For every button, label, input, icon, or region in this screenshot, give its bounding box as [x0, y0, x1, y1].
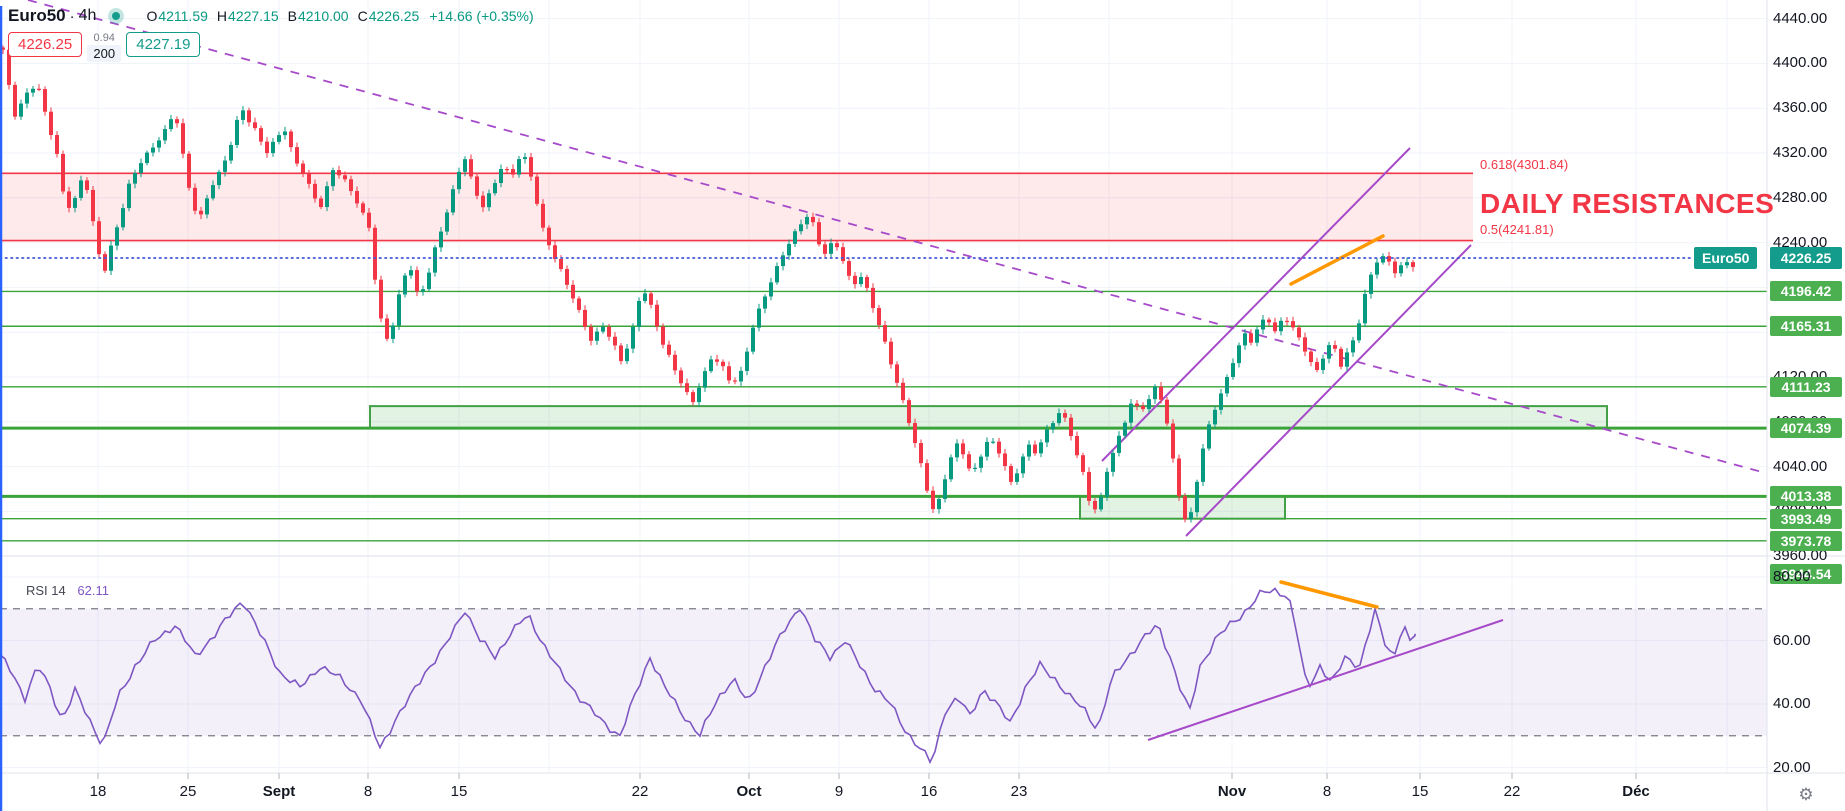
- high-value: 4227.15: [228, 8, 279, 24]
- market-status-icon[interactable]: [108, 8, 125, 24]
- quantity-field[interactable]: 200: [87, 45, 122, 62]
- time-axis-label: 18: [89, 783, 107, 800]
- settings-gear-icon[interactable]: ⚙: [1798, 785, 1814, 804]
- spread-quantity-widget: 0.94 200: [87, 32, 122, 62]
- rsi-axis-tick: 80.00: [1773, 568, 1811, 585]
- rsi-legend[interactable]: RSI 14 62.11: [26, 583, 109, 598]
- price-level-badge: 4074.39: [1770, 418, 1842, 439]
- symbol-price-line-badge[interactable]: Euro50: [1694, 247, 1758, 269]
- rsi-orange-trendline[interactable]: [1279, 580, 1379, 609]
- change-value: +14.66 (+0.35%): [429, 8, 534, 24]
- price-axis-tick: 4280.00: [1773, 188, 1828, 206]
- rsi-name: RSI: [26, 583, 48, 598]
- fib-05-label[interactable]: 0.5(4241.81): [1480, 222, 1554, 237]
- rsi-axis-tick: 20.00: [1773, 758, 1811, 776]
- rsi-value: 62.11: [77, 583, 109, 598]
- time-axis-label: 22: [631, 783, 649, 800]
- price-axis-tick: 4400.00: [1773, 54, 1828, 72]
- close-label: C: [357, 8, 368, 24]
- title-separator: ·: [69, 7, 75, 25]
- price-axis-tick: 4440.00: [1773, 9, 1828, 27]
- close-value: 4226.25: [368, 8, 420, 24]
- price-level-badge: 4196.42: [1770, 281, 1842, 302]
- rsi-length: 14: [51, 583, 66, 598]
- rsi-axis-tick: 60.00: [1773, 631, 1811, 649]
- price-orange-trendline[interactable]: [1289, 234, 1385, 286]
- order-widgets-row: 4226.25 0.94 200 4227.19: [8, 32, 534, 62]
- time-axis-label: 9: [834, 783, 844, 800]
- time-axis-label: Sept: [262, 783, 296, 800]
- price-level-badge: 4111.23: [1770, 376, 1842, 397]
- price-axis-tick: 4240.00: [1773, 233, 1828, 251]
- low-label: B: [287, 8, 297, 24]
- price-level-badge: 4165.31: [1770, 316, 1842, 337]
- time-axis-label: Oct: [736, 783, 762, 800]
- spread-value: 0.94: [93, 32, 115, 44]
- high-label: H: [216, 8, 228, 24]
- price-pane: [0, 0, 1767, 542]
- sell-price-button[interactable]: 4226.25: [8, 32, 83, 57]
- price-axis-tick: 4320.00: [1773, 144, 1828, 161]
- fib-0618-label[interactable]: 0.618(4301.84): [1480, 157, 1569, 172]
- time-axis-label: 25: [179, 783, 197, 800]
- support-zone-major[interactable]: [369, 405, 1608, 430]
- ascending-channel-lower[interactable]: [1185, 244, 1472, 537]
- rsi-pane: [0, 580, 1767, 765]
- ascending-channel-upper[interactable]: [1101, 147, 1411, 462]
- chart-header: Euro50 · 4h O4211.59 H4227.15 B4210.00 C…: [8, 4, 534, 62]
- open-label: O: [146, 8, 158, 24]
- interval-label[interactable]: 4h: [78, 7, 97, 24]
- time-axis-label: 22: [1503, 783, 1521, 800]
- symbol-title[interactable]: Euro50: [8, 6, 66, 25]
- daily-resistances-label[interactable]: DAILY RESISTANCES: [1480, 188, 1775, 219]
- price-level-badge: 4013.38: [1770, 486, 1842, 507]
- support-zone-minor[interactable]: [1079, 495, 1286, 520]
- symbol-title-row: Euro50 · 4h O4211.59 H4227.15 B4210.00 C…: [8, 4, 534, 28]
- price-level-badge: 3993.49: [1770, 508, 1842, 529]
- time-axis-label: Déc: [1622, 783, 1650, 800]
- time-axis-label: 16: [920, 783, 938, 800]
- ohlc-readout: O4211.59 H4227.15 B4210.00 C4226.25 +14.…: [146, 8, 533, 24]
- price-axis-tick: 4040.00: [1773, 457, 1828, 475]
- price-axis-tick: 3960.00: [1773, 547, 1828, 565]
- time-axis-label: 15: [1411, 783, 1429, 800]
- price-level-badge: 3973.78: [1770, 530, 1842, 551]
- price-level-badge: 3944.54: [1770, 563, 1842, 584]
- price-axis-tick: 4360.00: [1773, 99, 1828, 117]
- time-axis-label: 15: [450, 783, 468, 800]
- price-axis[interactable]: 4440.00 4400.00 4360.00 4320.00 4280.00 4240.…: [1767, 0, 1845, 811]
- time-axis[interactable]: 18 25 Sept 8 15 22 Oct 9 16 23 Nov 8 15 22 Déc: [0, 773, 1767, 811]
- rsi-line: [0, 587, 1416, 765]
- rsi-band: [0, 608, 1767, 736]
- time-axis-label: 8: [363, 783, 373, 800]
- descending-trendline[interactable]: [27, 0, 1763, 473]
- buy-price-button[interactable]: 4227.19: [126, 32, 201, 57]
- last-price-badge: 4226.25: [1770, 247, 1842, 269]
- time-axis-label: Nov: [1217, 783, 1247, 800]
- candlesticks: [1, 45, 1415, 523]
- resistance-zone[interactable]: [0, 173, 1473, 241]
- low-value: 4210.00: [297, 8, 349, 24]
- time-axis-label: 23: [1010, 783, 1028, 800]
- open-value: 4211.59: [158, 8, 208, 24]
- rsi-axis-tick: 40.00: [1773, 695, 1811, 712]
- time-axis-label: 8: [1322, 783, 1332, 800]
- rsi-ascending-trendline[interactable]: [1147, 619, 1504, 741]
